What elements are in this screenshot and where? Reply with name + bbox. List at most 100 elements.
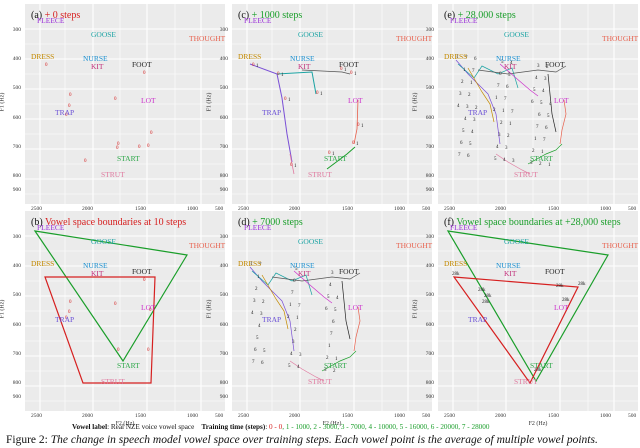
vowel-label-strut: STRUT: [101, 377, 125, 386]
vowel-label-trap: TRAP: [262, 108, 282, 117]
step-marker: 0: [143, 71, 146, 76]
step-marker: 2: [539, 162, 542, 167]
trajectory-line: [477, 65, 567, 75]
step-marker: 3: [505, 146, 508, 151]
y-tick-label: 400: [219, 56, 228, 62]
step-marker: 5: [295, 267, 298, 272]
step-marker: 6: [325, 307, 328, 312]
step-marker: 5: [540, 101, 543, 106]
vowel-label-kit: KIT: [298, 269, 311, 278]
vowel-label-fleece: FLEECE: [450, 16, 478, 25]
step-marker: 0: [114, 302, 117, 307]
vowel-label-nurse: NURSE: [290, 261, 315, 270]
trajectory-line: [341, 280, 351, 340]
step-marker: 0: [117, 142, 120, 147]
vowel-label-thought: THOUGHT: [602, 241, 639, 250]
step-marker: 0: [68, 310, 71, 315]
step-marker: 0: [116, 146, 119, 151]
step-marker: 5: [327, 295, 330, 300]
step-marker: 1: [320, 92, 323, 97]
step-marker: 1: [509, 122, 512, 127]
vowel-label-thought: THOUGHT: [396, 34, 433, 43]
vowel-label-trap: TRAP: [468, 108, 488, 117]
y-tick-label: 900: [425, 187, 434, 193]
x-tick-label: 1000: [394, 413, 405, 419]
step-marker: 28k: [452, 272, 460, 277]
step-marker: 3: [530, 161, 533, 166]
x-tick-label: 2000: [82, 206, 93, 212]
legend-green: , 1 - 1000, 2 - 3000, 3 - 7000, 4 - 1000…: [282, 423, 490, 431]
vowel-label-goose: GOOSE: [91, 30, 117, 39]
plot-area: 0 10 10 10 10 10 10 10 10 10 1: [232, 4, 432, 204]
panel-title: (e) + 28,000 steps: [444, 10, 516, 21]
step-marker: 5: [501, 60, 504, 65]
vowel-label-strut: STRUT: [514, 170, 538, 179]
trajectory-line: [276, 71, 317, 95]
step-marker: 4: [258, 324, 261, 329]
vowel-label-start: START: [117, 154, 140, 163]
vowel-label-start: START: [530, 361, 553, 370]
vowel-label-start: START: [324, 361, 347, 370]
step-marker: 3: [331, 271, 334, 276]
step-marker: 0: [147, 348, 150, 353]
step-marker: 2: [333, 369, 336, 374]
x-tick-label: 500: [422, 413, 431, 419]
y-tick-label: 800: [12, 380, 21, 386]
step-marker: 0: [352, 141, 355, 146]
trajectory-line: [251, 270, 313, 296]
step-marker: 1: [354, 72, 357, 77]
vowel-label-trap: TRAP: [468, 315, 488, 324]
y-tick-label: 600: [425, 322, 434, 328]
vowel-label-fleece: FLEECE: [37, 16, 65, 25]
y-tick-label: 300: [425, 27, 434, 33]
step-marker: 3: [466, 105, 469, 110]
panel-d: 1 2 3 4 5 6 7 1 2 3 4 5 6 7 1 2 3 4 5 6 7 1 2 3 4 5 6 7 1 2 3 4 5 6 7 1 2 3 4 5…: [206, 211, 432, 427]
x-tick-label: 2000: [495, 413, 506, 419]
step-marker: 1: [361, 124, 364, 129]
vowel-label-foot: FOOT: [545, 60, 565, 69]
step-marker: 5: [508, 73, 511, 78]
vowel-label-dress: DRESS: [31, 52, 55, 61]
panel-title: (a) + 0 steps: [31, 10, 81, 21]
x-tick-label: 500: [215, 206, 224, 212]
y-tick-label: 400: [12, 263, 21, 269]
vowel-label-strut: STRUT: [308, 377, 332, 386]
y-tick-label: 600: [425, 115, 434, 121]
step-marker: 7: [465, 56, 468, 61]
step-marker: 1: [257, 275, 260, 280]
vowel-space-boundary-red: [452, 276, 579, 385]
step-marker: 2: [500, 121, 503, 126]
step-marker: 5: [533, 88, 536, 93]
step-marker: 7: [504, 97, 507, 102]
trajectory-line: [499, 63, 539, 97]
step-marker: 7: [543, 138, 546, 143]
x-tick-label: 1500: [135, 413, 146, 419]
trajectory-line: [353, 306, 361, 352]
step-marker: 1: [256, 64, 259, 69]
trajectory-line: [559, 99, 567, 145]
step-marker: 7: [330, 332, 333, 337]
step-marker: 7: [472, 69, 475, 74]
step-marker: 5: [547, 114, 550, 119]
step-marker: 1: [328, 344, 331, 349]
panel-title: (b) Vowel space boundaries at 10 steps: [31, 217, 187, 228]
x-tick-label: 1500: [342, 206, 353, 212]
step-marker: 5: [462, 129, 465, 134]
vowel-label-thought: THOUGHT: [602, 34, 639, 43]
y-tick-label: 600: [219, 115, 228, 121]
step-marker: 0: [150, 131, 153, 136]
y-axis-label: F1 (Hz): [206, 299, 213, 319]
step-marker: 1: [534, 137, 537, 142]
y-tick-label: 500: [219, 292, 228, 298]
y-tick-label: 800: [219, 380, 228, 386]
step-marker: 0: [328, 151, 331, 156]
y-tick-label: 800: [219, 173, 228, 179]
step-marker: 7: [511, 110, 514, 115]
step-marker: 28k: [534, 368, 542, 373]
vowel-space-boundary-green: [33, 230, 188, 363]
vowel-label-goose: GOOSE: [504, 30, 530, 39]
step-marker: 1: [294, 164, 297, 169]
step-marker: 4: [464, 117, 467, 122]
step-marker: 6: [460, 141, 463, 146]
